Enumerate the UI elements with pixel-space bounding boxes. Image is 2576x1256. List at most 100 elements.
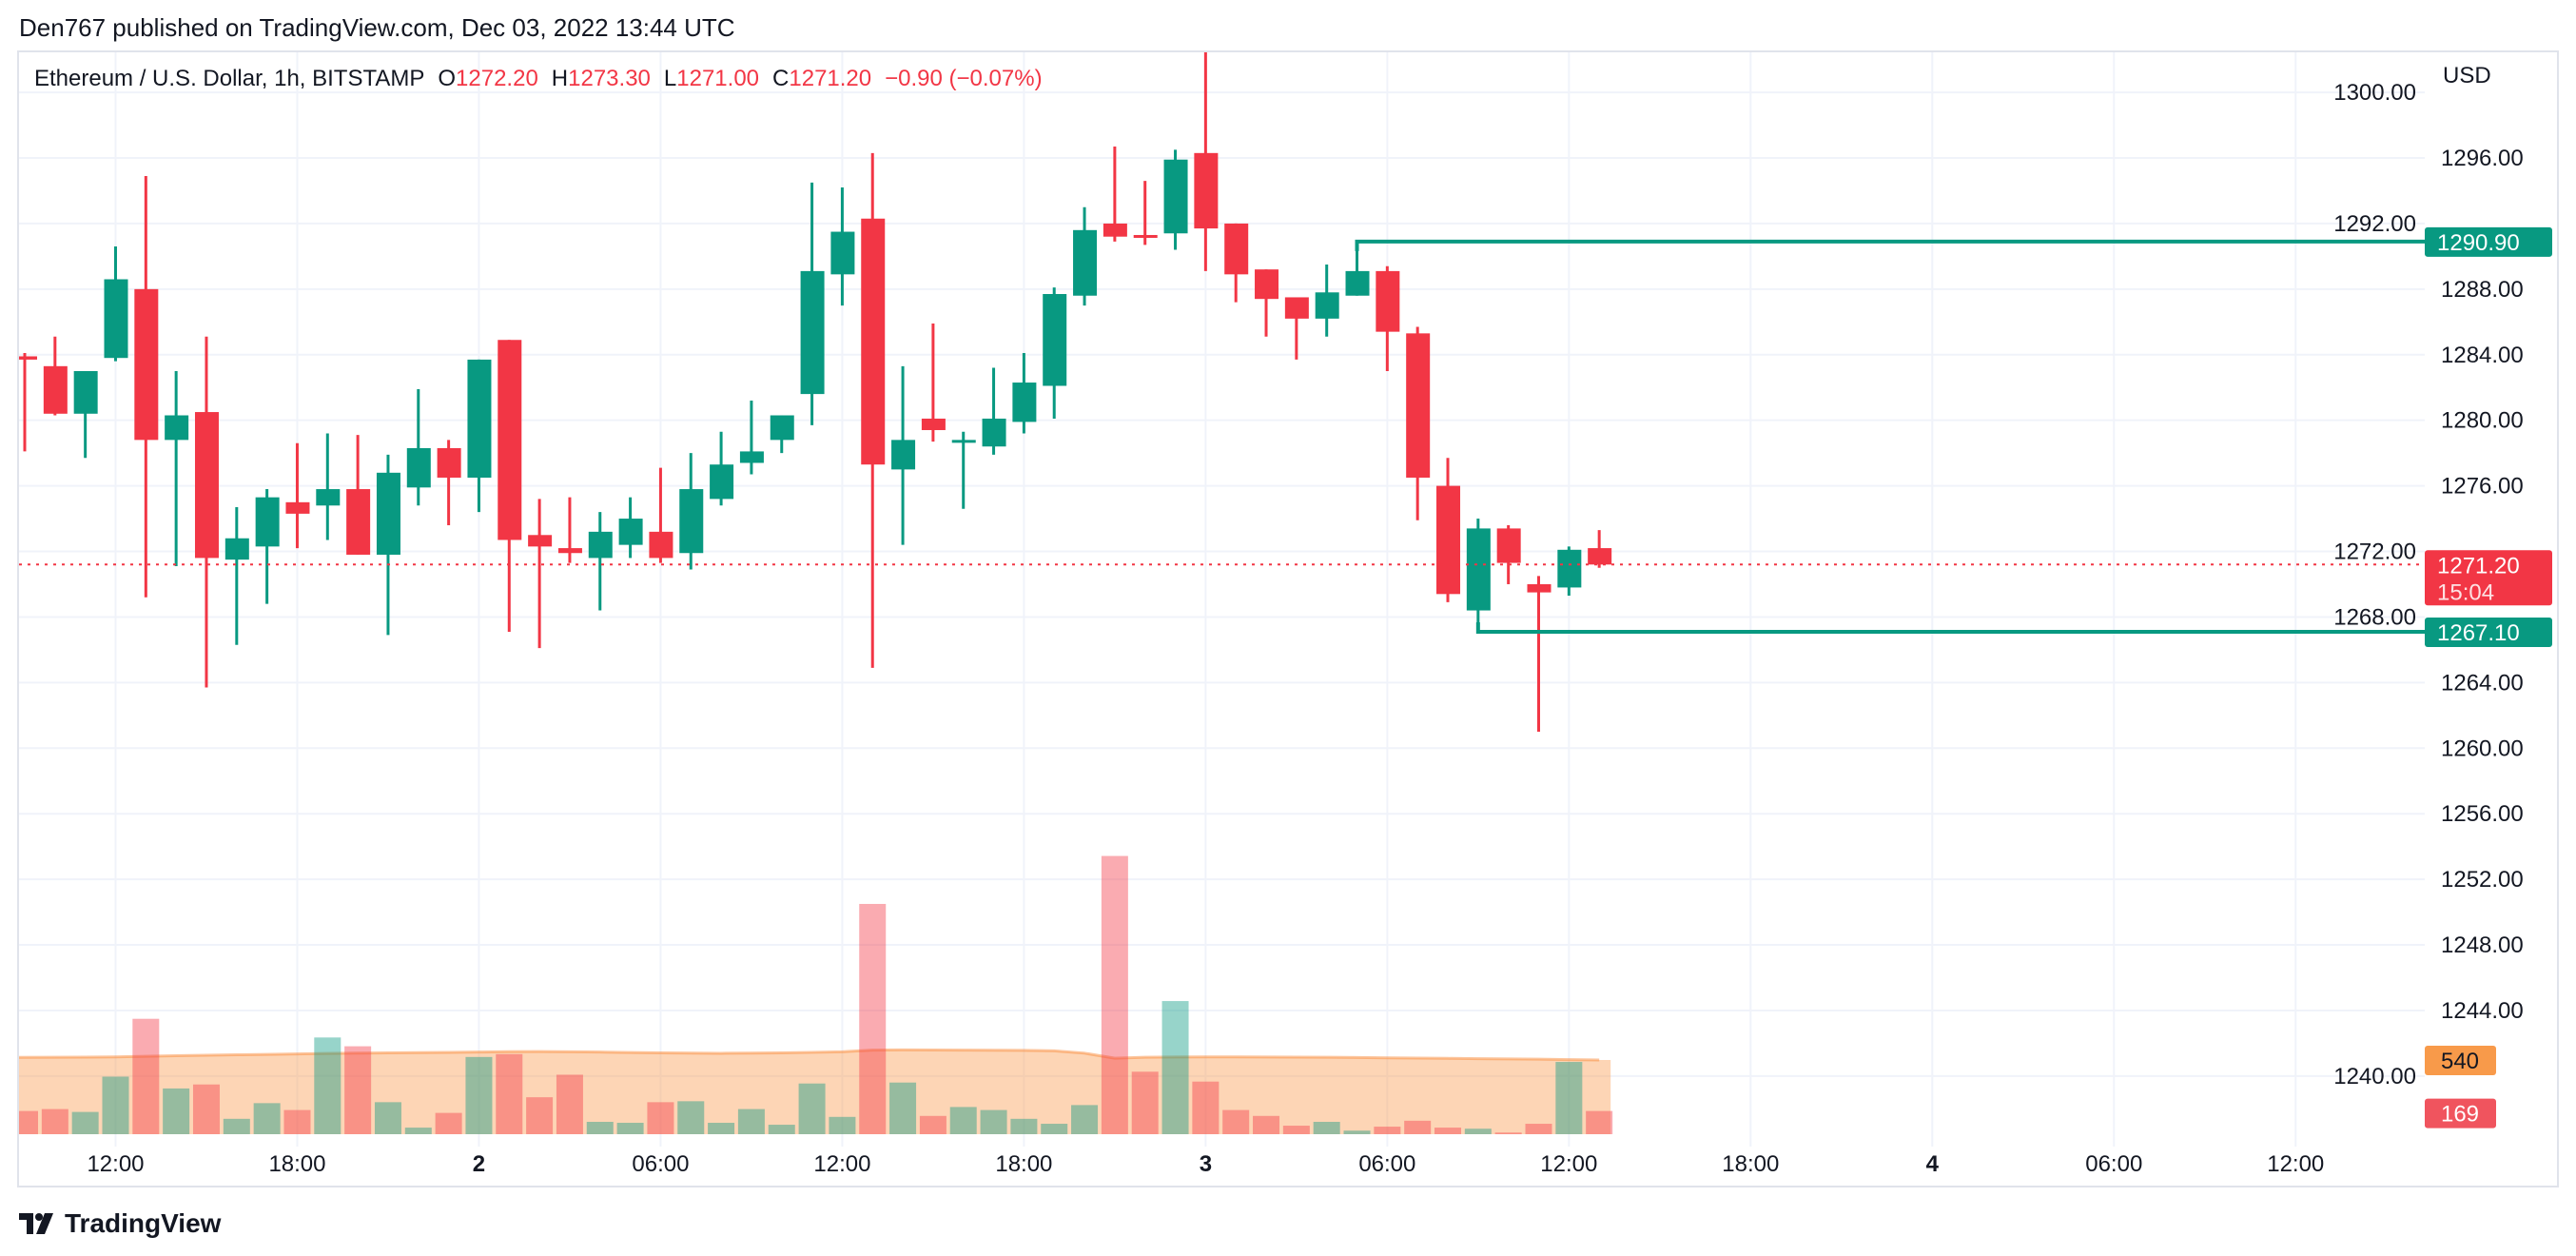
candle-body [1557, 549, 1582, 588]
volume-bar [1282, 1126, 1310, 1134]
candle-body [406, 447, 431, 488]
volume-bar [768, 1125, 795, 1134]
volume-bar [1434, 1128, 1462, 1134]
candle-body [557, 548, 582, 554]
volume-bar [708, 1123, 735, 1134]
price-axis-label: 1284.00 [2441, 343, 2524, 368]
candle [1436, 458, 1461, 602]
price-axis-label: 1288.00 [2441, 277, 2524, 303]
price-axis-label: 1264.00 [2441, 670, 2524, 696]
volume-bar [919, 1115, 946, 1134]
candles [19, 52, 1612, 733]
time-axis-label: 12:00 [813, 1151, 870, 1177]
candle-body [376, 472, 400, 555]
volume-bar [1404, 1120, 1432, 1134]
candle [830, 187, 855, 306]
candle [1284, 297, 1309, 360]
candle [528, 499, 553, 649]
candle [557, 497, 582, 563]
publish-info: Den767 published on TradingView.com, Dec… [19, 13, 735, 42]
candle [255, 489, 280, 604]
candle-body [1376, 270, 1400, 332]
candle-body [165, 415, 189, 441]
price-axis-label: 1276.00 [2441, 474, 2524, 500]
volume-bar [526, 1097, 554, 1134]
volume-bar [980, 1109, 1007, 1134]
candle-body [800, 270, 825, 395]
candle [710, 431, 734, 506]
candle-body [43, 365, 68, 414]
volume-ma-badge-text: 540 [2441, 1049, 2479, 1074]
candle [891, 365, 916, 545]
candle [1345, 241, 1370, 296]
candle [921, 324, 946, 442]
price-axis-label: 1292.00 [2333, 211, 2416, 237]
horizontal-levels[interactable] [19, 239, 2425, 634]
volume-bar [889, 1082, 917, 1134]
price-axis-label: 1244.00 [2441, 998, 2524, 1024]
price-axis-label: 1256.00 [2441, 801, 2524, 827]
time-axis-label: 18:00 [1722, 1151, 1779, 1177]
candle [1255, 269, 1279, 337]
volume-bar [737, 1109, 765, 1134]
candle [437, 440, 461, 525]
candle-body [921, 418, 946, 431]
tradingview-logo[interactable]: TradingView [19, 1208, 221, 1239]
candle [1496, 524, 1521, 584]
volume-bar [41, 1109, 68, 1134]
low-label: L [663, 66, 677, 91]
time-axis-label: 06:00 [2085, 1151, 2142, 1177]
volume-bar [1222, 1109, 1250, 1134]
volume-bar [1041, 1124, 1068, 1134]
volume-ma-line [19, 1048, 1600, 1062]
volume-bar [1192, 1081, 1220, 1134]
volume-bar [71, 1111, 99, 1134]
candle-body [346, 489, 371, 555]
volume-bar [223, 1118, 250, 1134]
volume-bar [1313, 1122, 1340, 1134]
candle [224, 506, 249, 645]
volume-bar [1071, 1105, 1099, 1134]
tradingview-icon [19, 1213, 53, 1234]
candle-body [1012, 383, 1037, 422]
volume-bar [677, 1101, 705, 1134]
volume-bar [283, 1109, 311, 1134]
support-price-badge-text: 1267.10 [2437, 620, 2520, 646]
volume-bar [192, 1084, 220, 1134]
candle-body [649, 531, 673, 559]
candle [1527, 576, 1551, 733]
symbol-title[interactable]: Ethereum / U.S. Dollar, 1h, BITSTAMP [34, 66, 425, 91]
price-axis[interactable]: 1300.00 1296.00 1292.00 1288.00 1284.00 1280.… [2333, 80, 2524, 1089]
candle-body [134, 288, 159, 441]
candle [770, 415, 794, 454]
candle-body [1103, 223, 1127, 237]
candle [1012, 353, 1037, 434]
volume-bar [949, 1107, 977, 1134]
support-price-badge: 1267.10 [2425, 617, 2552, 647]
support-line [1475, 621, 2425, 634]
currency-label[interactable]: USD [2443, 63, 2491, 88]
candle [800, 182, 825, 425]
volume-bar [1253, 1115, 1280, 1134]
volume-bar [1343, 1130, 1371, 1134]
volume-bar [586, 1122, 614, 1134]
price-axis-label: 1260.00 [2441, 736, 2524, 761]
candle [43, 336, 68, 416]
candle [861, 152, 886, 668]
price-axis-label: 1300.00 [2333, 80, 2416, 106]
time-axis[interactable]: 12:00 18:00 2 06:00 12:00 18:00 3 06:00 12:00 18:… [87, 1151, 2324, 1177]
chart-frame [17, 50, 2559, 1187]
volume-bar [647, 1102, 674, 1134]
volume-bar [19, 1110, 38, 1134]
candle-body [1588, 548, 1612, 565]
time-axis-label: 12:00 [2267, 1151, 2324, 1177]
candle [285, 442, 310, 549]
candle-body [467, 359, 492, 478]
time-axis-label: 12:00 [87, 1151, 144, 1177]
candle-body [1133, 234, 1158, 238]
candle-body [73, 370, 98, 414]
candle [134, 175, 159, 598]
price-axis-label: 1296.00 [2441, 146, 2524, 171]
candle [376, 454, 400, 636]
